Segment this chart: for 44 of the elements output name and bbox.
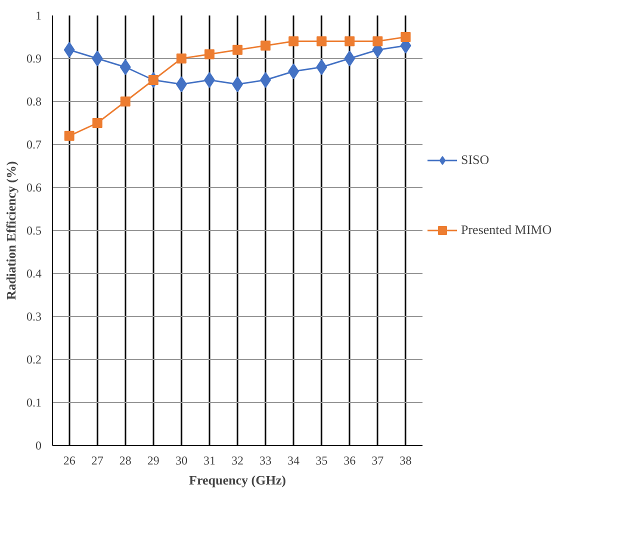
point [400,32,411,42]
point [92,50,103,66]
point [204,49,214,60]
point [372,36,383,46]
y-tick-label: 0.4 [26,266,42,280]
y-tick-label: 0.1 [26,396,42,410]
y-tick-label: 0.2 [26,352,42,366]
x-tick-label: 30 [175,454,188,468]
x-tick-label: 33 [260,454,272,468]
x-tick-label: 37 [372,454,384,468]
point [344,36,355,46]
point [344,50,356,66]
point [232,44,242,55]
y-tick-label: 1 [36,8,42,22]
x-axis-title: Frequency (GHz) [189,472,286,488]
x-tick-label: 36 [344,454,356,468]
x-tick-label: 28 [119,454,132,468]
y-tick-label: 0.3 [26,310,42,324]
point [316,36,327,46]
y-tick-label: 0.5 [26,224,42,238]
x-tick-label: 26 [63,454,76,468]
y-tick-label: 0.8 [26,94,42,108]
y-tick-label: 0.6 [26,180,42,194]
point [288,36,299,46]
x-tick-label: 35 [316,454,328,468]
point [260,40,271,51]
x-tick-label: 27 [91,454,104,468]
point [64,130,74,141]
point [204,72,215,88]
point [176,54,186,64]
point [260,72,272,88]
point [92,118,102,128]
x-tick-label: 34 [288,454,300,468]
x-tick-label: 38 [400,454,412,468]
x-tick-label: 32 [232,454,244,468]
legend-label: Presented MIMO [461,222,552,238]
x-tick-label: 29 [147,454,160,468]
legend-label: SISO [461,152,490,168]
y-tick-label: 0.7 [26,138,42,152]
x-tick-label: 31 [203,454,216,468]
y-tick-label: 0 [36,438,42,452]
point [120,96,130,106]
y-axis-title: Radiation Efficiency (%) [4,161,18,300]
y-tick-label: 0.9 [26,52,42,66]
